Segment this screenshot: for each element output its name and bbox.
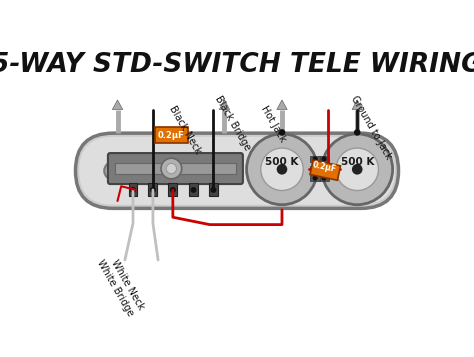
FancyBboxPatch shape — [79, 137, 395, 205]
Circle shape — [170, 187, 176, 193]
Circle shape — [336, 148, 378, 191]
Circle shape — [279, 129, 285, 136]
Text: 500 K: 500 K — [340, 157, 374, 167]
Circle shape — [356, 166, 366, 176]
Circle shape — [352, 164, 363, 175]
Polygon shape — [352, 100, 363, 110]
Bar — [310, 175, 320, 181]
Bar — [310, 166, 320, 171]
Circle shape — [277, 164, 287, 175]
Bar — [319, 166, 329, 171]
Circle shape — [104, 162, 122, 180]
Circle shape — [321, 156, 327, 162]
Circle shape — [161, 158, 182, 179]
Text: Hot Jack: Hot Jack — [259, 104, 287, 144]
FancyBboxPatch shape — [108, 153, 243, 184]
Circle shape — [352, 162, 370, 180]
Polygon shape — [277, 100, 287, 110]
Circle shape — [312, 166, 318, 171]
Circle shape — [150, 187, 156, 193]
Text: 500 K: 500 K — [265, 157, 299, 167]
Text: White Neck: White Neck — [109, 258, 146, 312]
Circle shape — [321, 166, 327, 171]
Bar — [310, 156, 320, 162]
Bar — [155, 127, 188, 144]
Circle shape — [354, 129, 361, 136]
Circle shape — [130, 187, 136, 193]
Circle shape — [246, 134, 318, 205]
Text: 0.2μF: 0.2μF — [158, 131, 185, 140]
Bar — [310, 160, 340, 180]
FancyBboxPatch shape — [75, 133, 399, 208]
Circle shape — [108, 166, 118, 176]
Bar — [128, 182, 137, 196]
Circle shape — [321, 176, 327, 181]
Circle shape — [261, 148, 303, 191]
Bar — [168, 182, 177, 196]
Bar — [209, 182, 218, 196]
Text: White Bridge: White Bridge — [95, 258, 135, 318]
Text: Ground to Jack: Ground to Jack — [349, 94, 393, 161]
Bar — [148, 182, 157, 196]
Circle shape — [210, 187, 216, 193]
Circle shape — [312, 156, 318, 162]
Text: 5-WAY STD-SWITCH TELE WIRING: 5-WAY STD-SWITCH TELE WIRING — [0, 52, 474, 78]
Circle shape — [322, 134, 392, 205]
Text: Black Bridge: Black Bridge — [212, 94, 252, 152]
Bar — [319, 175, 329, 181]
Polygon shape — [112, 100, 123, 110]
Circle shape — [166, 164, 176, 174]
Circle shape — [312, 176, 318, 181]
Text: Black Neck: Black Neck — [167, 104, 203, 156]
Polygon shape — [219, 100, 229, 110]
Bar — [189, 182, 198, 196]
Bar — [319, 156, 329, 162]
Bar — [115, 164, 236, 174]
Text: 0.2μF: 0.2μF — [311, 160, 337, 174]
Circle shape — [191, 187, 196, 193]
